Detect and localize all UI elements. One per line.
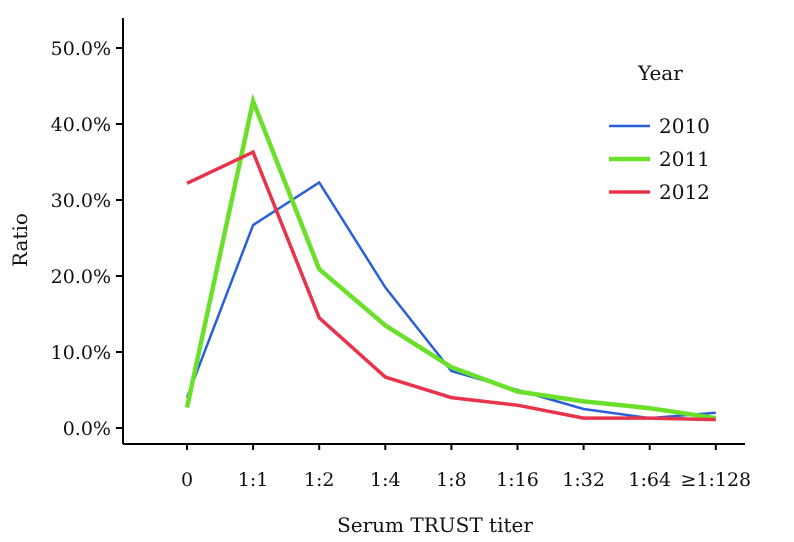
x-tick-label: 1:8: [436, 469, 467, 491]
x-tick-label: 1:1: [238, 469, 269, 491]
x-ticks: 0 1:1 1:2 1:4 1:8 1:16 1:32 1:64 ≥1:128: [181, 444, 751, 491]
y-tick-label: 10.0%: [51, 342, 111, 364]
x-tick-label: 1:64: [628, 469, 671, 491]
legend-label-2010: 2010: [659, 114, 710, 138]
legend-label-2011: 2011: [659, 147, 710, 171]
y-tick-label: 30.0%: [51, 190, 111, 212]
legend: Year 2010 2011 2012: [609, 61, 710, 204]
series-lines: [184, 93, 717, 422]
series-line-2011: [184, 93, 717, 421]
legend-label-2012: 2012: [659, 180, 710, 204]
axes: [122, 18, 745, 445]
x-tick-label: 1:32: [562, 469, 605, 491]
x-tick-label: 1:2: [304, 469, 335, 491]
y-tick-label: 20.0%: [51, 266, 111, 288]
series-line-2010: [185, 180, 716, 420]
y-tick-label: 40.0%: [51, 114, 111, 136]
x-tick-label: 1:16: [496, 469, 539, 491]
x-tick-label: 0: [181, 469, 193, 491]
x-axis-title: Serum TRUST titer: [337, 513, 533, 537]
legend-title: Year: [637, 61, 683, 85]
y-axis-title: Ratio: [8, 213, 32, 267]
y-ticks: 0.0% 10.0% 20.0% 30.0% 40.0% 50.0%: [51, 38, 123, 440]
series-line-2012: [186, 149, 716, 422]
y-tick-label: 0.0%: [63, 418, 111, 440]
x-tick-label: 1:4: [370, 469, 401, 491]
x-tick-label: ≥1:128: [680, 469, 751, 491]
y-tick-label: 50.0%: [51, 38, 111, 60]
